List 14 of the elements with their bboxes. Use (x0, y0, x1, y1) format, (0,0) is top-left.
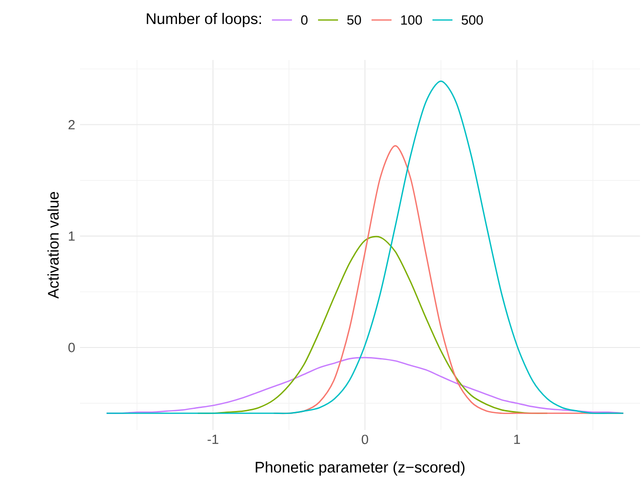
legend-label: 0 (301, 15, 308, 25)
y-axis-title: Activation value (47, 192, 59, 299)
legend-title: Number of loops: (146, 12, 261, 28)
y-tick-label: 1 (68, 231, 75, 241)
legend-label: 50 (347, 15, 362, 25)
x-tick-label: 0 (362, 434, 368, 444)
line-series (106, 80, 624, 414)
x-tick-label: -1 (208, 434, 218, 444)
x-tick-label: 1 (514, 434, 520, 444)
legend-label: 100 (401, 15, 422, 25)
legend-label: 500 (462, 15, 483, 25)
y-tick-label: 2 (68, 120, 75, 130)
y-tick-label: 0 (68, 342, 75, 352)
x-axis-title: Phonetic parameter (z−scored) (256, 461, 464, 476)
